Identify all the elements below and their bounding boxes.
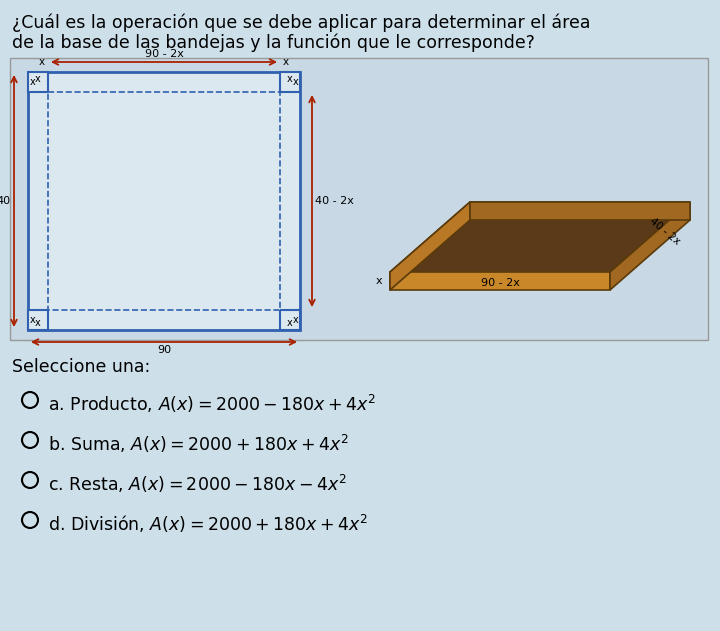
Polygon shape — [390, 272, 610, 290]
Text: 40 - 2x: 40 - 2x — [648, 216, 682, 247]
Text: x: x — [35, 318, 41, 328]
Text: x: x — [287, 318, 293, 328]
Text: de la base de las bandejas y la función que le corresponde?: de la base de las bandejas y la función … — [12, 34, 535, 52]
Bar — [28, 72, 300, 330]
Text: Seleccione una:: Seleccione una: — [12, 358, 150, 376]
Bar — [10, 58, 708, 340]
Text: 90 - 2x: 90 - 2x — [145, 49, 184, 59]
Text: x: x — [292, 77, 298, 87]
Text: x: x — [30, 315, 36, 325]
Text: x: x — [292, 315, 298, 325]
Text: ¿Cuál es la operación que se debe aplicar para determinar el área: ¿Cuál es la operación que se debe aplica… — [12, 14, 590, 33]
Polygon shape — [390, 202, 470, 290]
Text: 90 - 2x: 90 - 2x — [480, 278, 519, 288]
Polygon shape — [470, 202, 690, 220]
Text: b. Suma, $A(x) = 2000 + 180x + 4x^2$: b. Suma, $A(x) = 2000 + 180x + 4x^2$ — [48, 433, 348, 455]
Text: x: x — [39, 57, 45, 67]
Text: a. Producto, $A(x) = 2000 - 180x + 4x^2$: a. Producto, $A(x) = 2000 - 180x + 4x^2$ — [48, 393, 376, 415]
Polygon shape — [610, 202, 690, 290]
Text: 90: 90 — [157, 345, 171, 355]
Text: 40 - 2x: 40 - 2x — [315, 196, 354, 206]
Text: x: x — [30, 77, 36, 87]
Bar — [48, 92, 280, 310]
Text: c. Resta, $A(x) = 2000 - 180x - 4x^2$: c. Resta, $A(x) = 2000 - 180x - 4x^2$ — [48, 473, 347, 495]
Text: d. División, $A(x) = 2000 + 180x + 4x^2$: d. División, $A(x) = 2000 + 180x + 4x^2$ — [48, 513, 368, 535]
Bar — [280, 72, 300, 92]
Polygon shape — [390, 202, 690, 272]
Bar — [280, 310, 300, 330]
Text: x: x — [287, 74, 293, 84]
Bar — [28, 72, 48, 92]
Text: x: x — [375, 276, 382, 286]
Text: x: x — [35, 74, 41, 84]
Bar — [28, 310, 48, 330]
Text: 40: 40 — [0, 196, 11, 206]
Text: x: x — [283, 57, 289, 67]
